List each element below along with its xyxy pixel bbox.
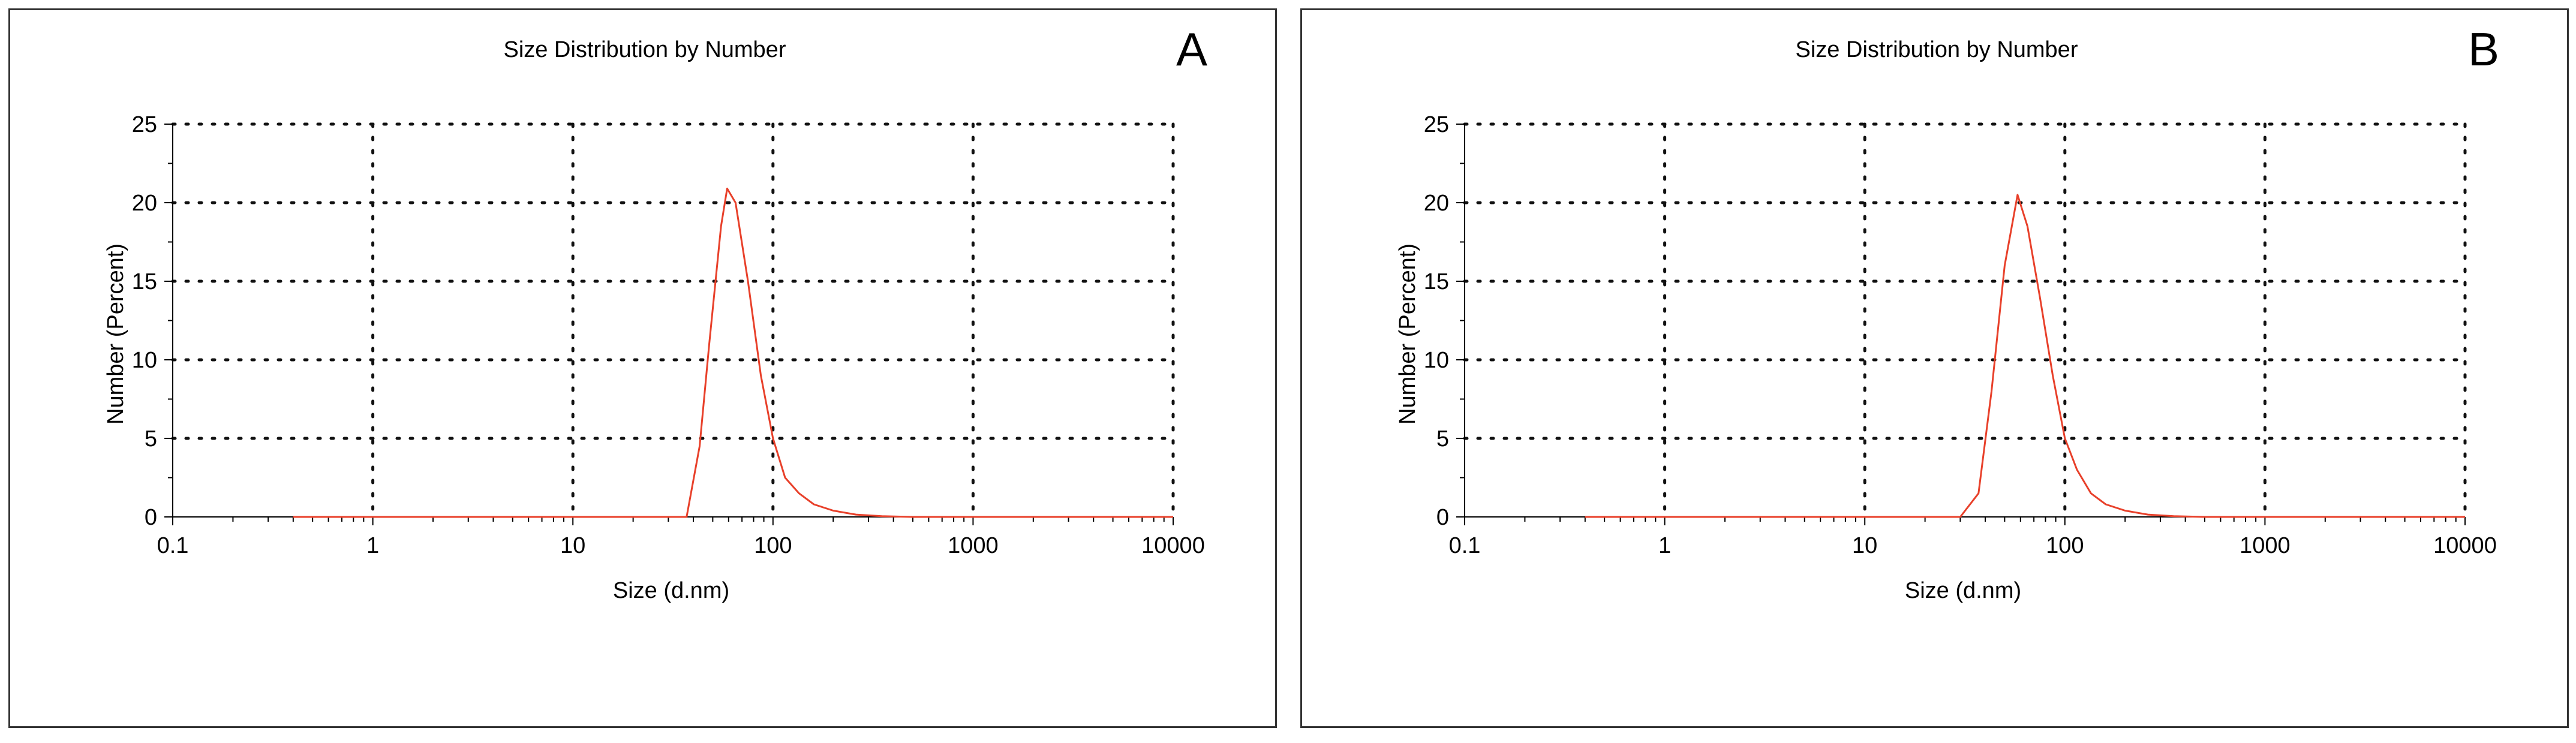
chart-svg-a: Size Distribution by Number A Size (d.nm… xyxy=(103,23,1207,603)
y-tick-label: 20 xyxy=(1424,191,1449,216)
y-tick-label: 15 xyxy=(132,269,157,294)
y-tick-label: 25 xyxy=(132,112,157,137)
series-line xyxy=(1585,194,2465,518)
chart-panel-b: Size Distribution by Number B Size (d.nm… xyxy=(1300,8,2569,728)
y-axis-label: Number (Percent) xyxy=(103,243,128,425)
y-tick-label: 10 xyxy=(1424,348,1449,373)
x-tick-label: 10 xyxy=(560,533,585,558)
x-axis-label: Size (d.nm) xyxy=(613,578,729,603)
x-tick-label: 10000 xyxy=(1141,533,1205,558)
panel-label: B xyxy=(2468,23,2499,76)
y-tick-label: 15 xyxy=(1424,269,1449,294)
x-axis-label: Size (d.nm) xyxy=(1905,578,2021,603)
chart-panel-a: Size Distribution by Number A Size (d.nm… xyxy=(8,8,1277,728)
x-tick-label: 100 xyxy=(754,533,792,558)
y-tick-label: 5 xyxy=(145,426,157,452)
x-tick-label: 100 xyxy=(2046,533,2084,558)
x-tick-label: 1000 xyxy=(2240,533,2291,558)
x-tick-label: 1 xyxy=(366,533,379,558)
y-tick-label: 25 xyxy=(1424,112,1449,137)
x-tick-label: 0.1 xyxy=(1449,533,1481,558)
x-tick-label: 0.1 xyxy=(157,533,189,558)
y-tick-label: 0 xyxy=(145,505,157,530)
y-axis-label: Number (Percent) xyxy=(1395,243,1420,425)
plot-area: 0.1 1 10 100 1000 10000 0 5 10 15 20 25 xyxy=(1424,112,2497,558)
plot-area: 0.1 1 10 100 1000 10000 0 5 10 15 20 25 xyxy=(132,112,1205,558)
panel-label: A xyxy=(1176,23,1207,76)
chart-svg-b: Size Distribution by Number B Size (d.nm… xyxy=(1395,23,2499,603)
chart-title: Size Distribution by Number xyxy=(504,37,786,62)
chart-title: Size Distribution by Number xyxy=(1796,37,2078,62)
y-tick-label: 5 xyxy=(1436,426,1449,452)
y-tick-label: 20 xyxy=(132,191,157,216)
y-tick-label: 10 xyxy=(132,348,157,373)
x-tick-label: 1 xyxy=(1658,533,1671,558)
x-tick-label: 1000 xyxy=(948,533,999,558)
x-tick-label: 10 xyxy=(1852,533,1877,558)
y-tick-label: 0 xyxy=(1436,505,1449,530)
x-tick-label: 10000 xyxy=(2433,533,2497,558)
series-line xyxy=(293,187,1173,518)
